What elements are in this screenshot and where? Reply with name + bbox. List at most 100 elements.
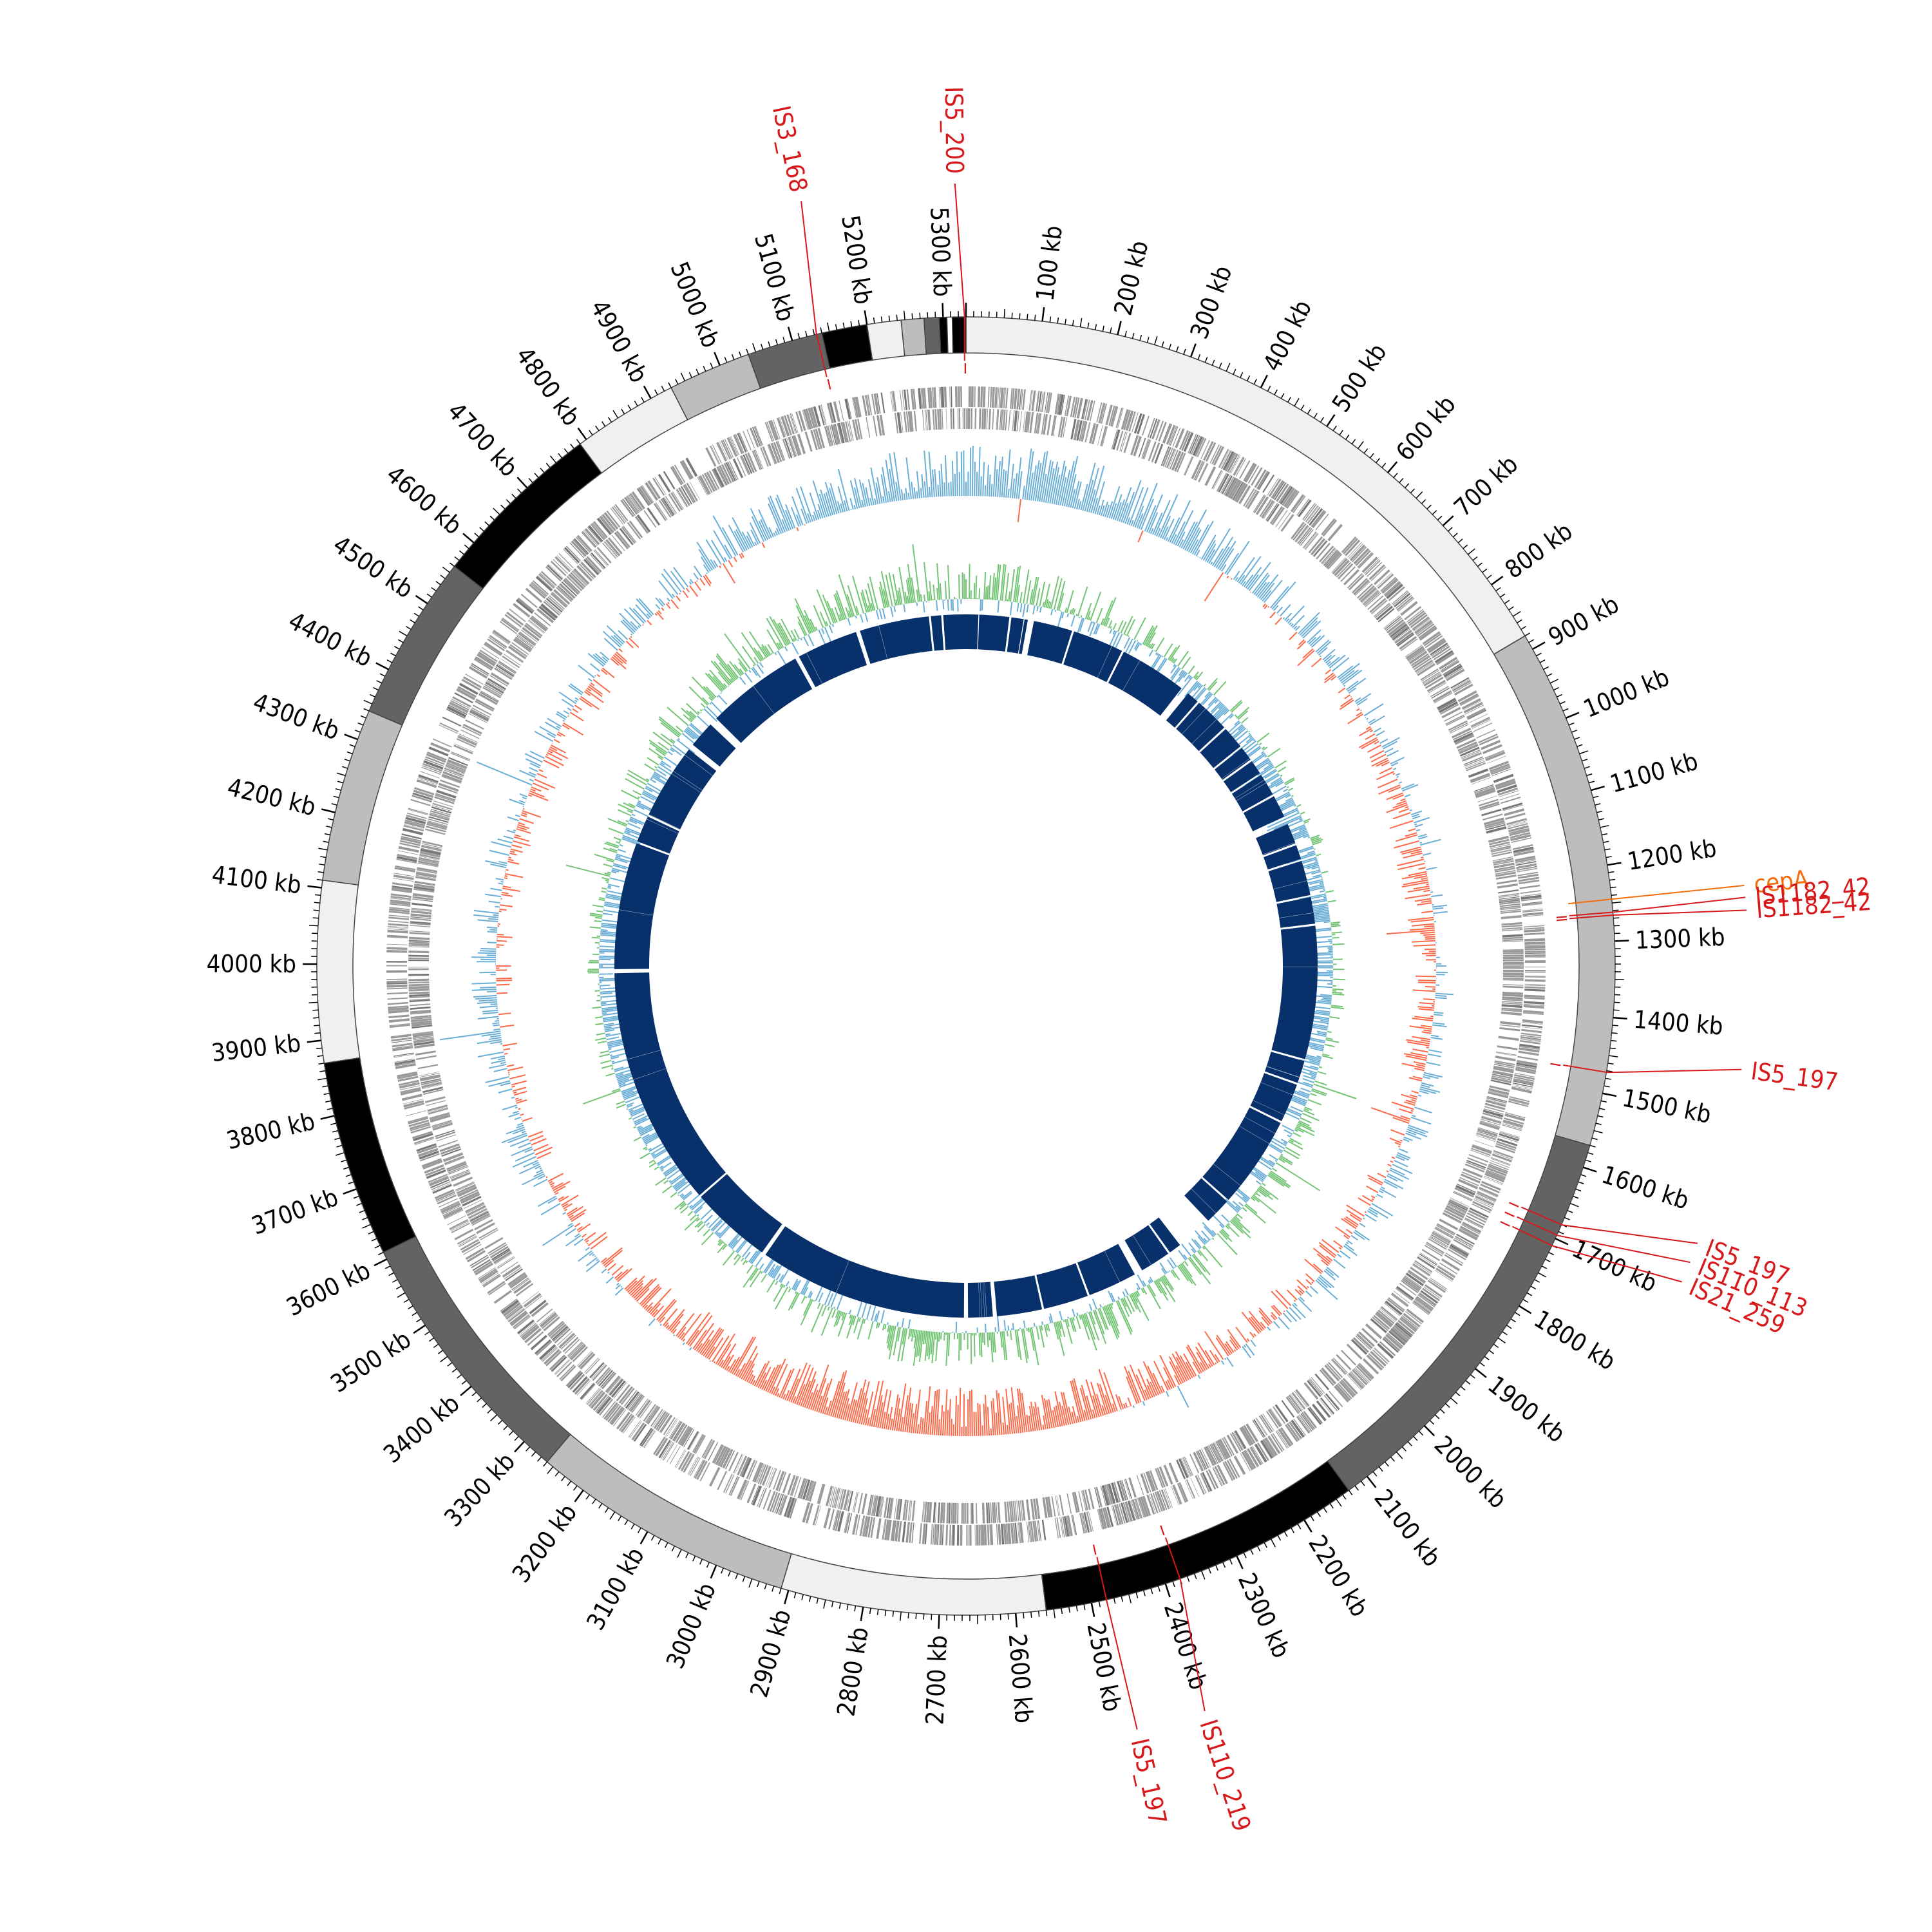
tick-label: 1600 kb: [1598, 1160, 1692, 1215]
tick-label: 4900 kb: [585, 295, 653, 387]
alignment-block: [1184, 1178, 1227, 1221]
alignment-block: [1027, 621, 1072, 664]
alignment-block: [1250, 1073, 1297, 1121]
tick-label: 4600 kb: [381, 460, 467, 540]
feature-leader-line: [1512, 1226, 1682, 1283]
tick-label: 4300 kb: [249, 688, 343, 746]
tick-label: 2900 kb: [744, 1606, 796, 1700]
tick-label: 3500 kb: [326, 1325, 416, 1398]
alignment-block: [1271, 925, 1318, 1059]
contig-segment: [780, 1553, 1047, 1616]
alignment-block: [1256, 824, 1296, 856]
alignment-block: [1063, 631, 1122, 683]
tick-label: 600 kb: [1390, 390, 1461, 466]
tick-label: 100 kb: [1030, 224, 1068, 303]
feature-leader-line: [1517, 1216, 1690, 1264]
feature-label: IS5_197: [1126, 1736, 1173, 1827]
gc-content-track: [439, 446, 1454, 1437]
tick-label: 4700 kb: [442, 397, 524, 482]
tick-label: 2000 kb: [1429, 1430, 1513, 1514]
tick-label: 1500 kb: [1620, 1083, 1713, 1128]
tick-label: 3200 kb: [507, 1499, 583, 1587]
alignment-block: [1243, 796, 1285, 831]
tick-label: 4500 kb: [328, 530, 418, 603]
tick-label: 3300 kb: [439, 1447, 520, 1532]
feature-leader-line: [800, 201, 828, 377]
contig-segment: [316, 879, 361, 1064]
alignment-block: [966, 614, 979, 650]
tick-label: 3400 kb: [378, 1389, 465, 1469]
feature-label: IS110_219: [1194, 1716, 1256, 1835]
tick-label: 2600 kb: [1003, 1633, 1039, 1724]
feature-leader-line: [1563, 1064, 1742, 1074]
feature-leader-line: [1567, 884, 1745, 905]
tick-label: 5100 kb: [749, 231, 800, 325]
feature-label: IS3_168: [767, 103, 813, 194]
tick-label: 3000 kb: [661, 1579, 721, 1673]
alignment-block: [1202, 1107, 1281, 1200]
gene-track: [386, 363, 1567, 1555]
alignment-block: [1176, 703, 1225, 752]
tick-label: 5000 kb: [665, 258, 725, 352]
alignment-block: [1124, 1225, 1169, 1271]
feature-leader-line: [1520, 1206, 1698, 1244]
tick-label: 800 kb: [1500, 516, 1578, 584]
alignment-block: [716, 658, 813, 743]
tick-label: 500 kb: [1327, 339, 1392, 417]
alignment-block: [1150, 1217, 1180, 1253]
tick-label: 1300 kb: [1634, 923, 1725, 954]
tick-label: 1200 kb: [1625, 834, 1719, 876]
alignment-block: [1108, 652, 1182, 716]
alignment-block: [1264, 845, 1302, 870]
alignment-block: [860, 616, 933, 664]
contig-segment: [866, 319, 905, 361]
position-ruler: [302, 303, 1629, 1629]
alignment-block: [1265, 1052, 1305, 1083]
tick-label: 4200 kb: [225, 773, 319, 822]
tick-label: 4000 kb: [207, 949, 296, 978]
tick-label: 2700 kb: [920, 1634, 952, 1725]
contig-segment: [900, 317, 927, 357]
contig-segment: [1041, 1460, 1350, 1611]
tick-label: 1900 kb: [1482, 1370, 1571, 1448]
feature-leader-line: [1569, 909, 1747, 920]
alignment-block: [1007, 617, 1024, 654]
tick-label: 1400 kb: [1633, 1005, 1724, 1041]
alignment-track: [614, 614, 1318, 1318]
alignment-block: [1214, 748, 1251, 781]
alignment-block: [799, 632, 867, 688]
alignment-block: [765, 1226, 965, 1318]
alignment-block: [637, 816, 679, 854]
tick-label: 700 kb: [1448, 450, 1523, 522]
tick-label: 1100 kb: [1607, 747, 1701, 799]
alignment-block: [943, 614, 966, 650]
contig-segment: [546, 1434, 792, 1589]
tick-label: 4800 kb: [510, 342, 585, 431]
gc-skew-track: [565, 544, 1357, 1367]
alignment-block: [1036, 1263, 1088, 1309]
alignment-block: [994, 1275, 1043, 1316]
tick-label: 2300 kb: [1233, 1569, 1296, 1662]
contig-segment: [670, 354, 761, 421]
tick-label: 5300 kb: [925, 207, 956, 298]
tick-label: 3700 kb: [248, 1183, 342, 1240]
feature-label: IS5_200: [940, 86, 969, 174]
alignment-block: [978, 614, 1010, 652]
feature-label: IS5_197: [1749, 1057, 1839, 1097]
alignment-block: [614, 972, 726, 1195]
alignment-block: [701, 1173, 782, 1253]
feature-leader-line: [954, 184, 965, 361]
tick-label: 1700 kb: [1568, 1235, 1662, 1298]
tick-label: 2200 kb: [1303, 1530, 1374, 1622]
tick-label: 200 kb: [1109, 238, 1154, 318]
alignment-block: [649, 749, 717, 830]
tick-label: 2100 kb: [1368, 1484, 1446, 1572]
feature-label: cepA: [1752, 865, 1810, 899]
contig-segment: [923, 317, 942, 355]
tick-label: 4100 kb: [211, 860, 303, 899]
tick-label: 1800 kb: [1529, 1305, 1620, 1376]
feature-leader-line: [1164, 1537, 1206, 1712]
tick-label: 3800 kb: [223, 1107, 317, 1155]
tick-label: 4400 kb: [284, 607, 377, 673]
